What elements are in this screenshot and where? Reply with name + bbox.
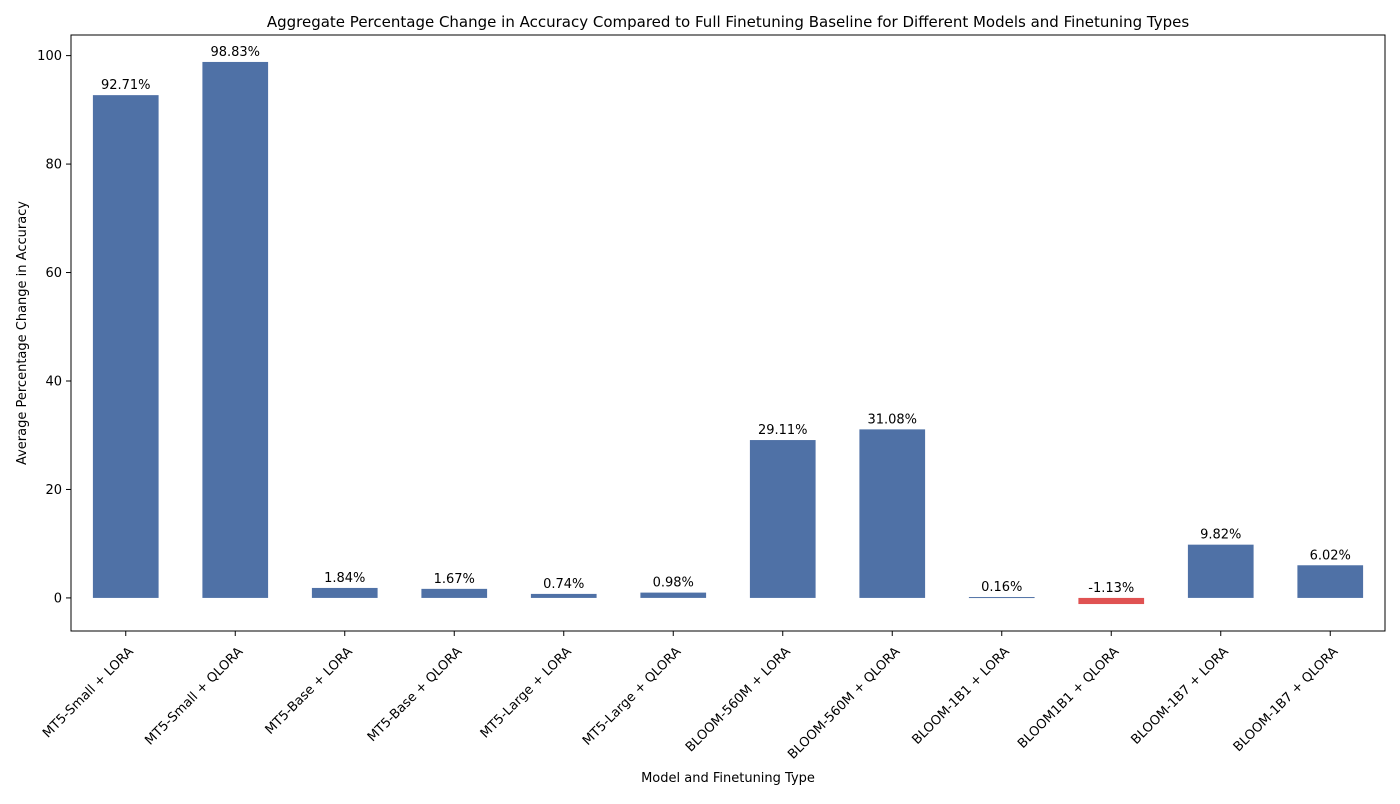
x-tick-label: BLOOM-560M + QLORA [785, 644, 903, 762]
data-label: 0.98% [653, 576, 694, 591]
bar [749, 440, 816, 598]
x-tick-label: BLOOM-1B7 + QLORA [1231, 644, 1342, 755]
x-tick-label: MT5-Small + LORA [40, 644, 137, 741]
data-label: 9.82% [1200, 528, 1241, 543]
y-tick-label: 60 [45, 266, 62, 281]
bar [1297, 565, 1364, 598]
bar [202, 61, 269, 598]
bar [1187, 544, 1254, 598]
chart-title: Aggregate Percentage Change in Accuracy … [267, 13, 1189, 31]
bar [859, 429, 926, 598]
data-label: -1.13% [1088, 581, 1134, 596]
bar [968, 597, 1035, 599]
data-labels-layer: 92.71% 98.83% 1.84% 1.67% 0.74% 0.98% 29.11% 31… [101, 45, 1351, 596]
bar [421, 588, 488, 598]
y-axis: 0 20 40 60 80 100 [37, 49, 71, 606]
data-label: 98.83% [210, 45, 260, 60]
y-tick-label: 0 [54, 591, 62, 606]
x-axis: MT5-Small + LORA MT5-Small + QLORA MT5-Bas… [40, 631, 1341, 762]
plot-frame [70, 34, 1386, 632]
bar [530, 593, 597, 598]
bar [311, 587, 378, 598]
data-label: 29.11% [758, 423, 808, 438]
bar [1078, 597, 1145, 605]
y-tick-label: 100 [37, 49, 62, 64]
x-axis-label: Model and Finetuning Type [641, 771, 815, 786]
x-tick-label: BLOOM-1B1 + LORA [909, 644, 1012, 747]
data-label: 92.71% [101, 78, 151, 93]
y-tick-label: 80 [45, 158, 62, 173]
y-tick-label: 20 [45, 483, 62, 498]
x-tick-label: BLOOM-560M + LORA [683, 644, 794, 755]
x-tick-label: MT5-Base + LORA [263, 644, 356, 737]
y-tick-label: 40 [45, 374, 62, 389]
data-label: 0.74% [543, 577, 584, 592]
x-tick-label: MT5-Small + QLORA [142, 644, 246, 748]
bar [640, 592, 707, 598]
data-label: 0.16% [981, 580, 1022, 595]
x-tick-label: MT5-Large + QLORA [580, 644, 684, 748]
data-label: 1.84% [324, 571, 365, 586]
bar [92, 95, 159, 598]
data-label: 31.08% [867, 412, 917, 427]
y-axis-label: Average Percentage Change in Accuracy [15, 201, 30, 465]
x-tick-label: MT5-Large + LORA [478, 644, 575, 741]
x-tick-label: MT5-Base + QLORA [365, 644, 466, 745]
x-tick-label: BLOOM1B1 + QLORA [1015, 644, 1122, 751]
data-label: 6.02% [1310, 548, 1351, 563]
bars-layer [92, 61, 1364, 605]
x-tick-label: BLOOM-1B7 + LORA [1128, 644, 1231, 747]
data-label: 1.67% [434, 572, 475, 587]
